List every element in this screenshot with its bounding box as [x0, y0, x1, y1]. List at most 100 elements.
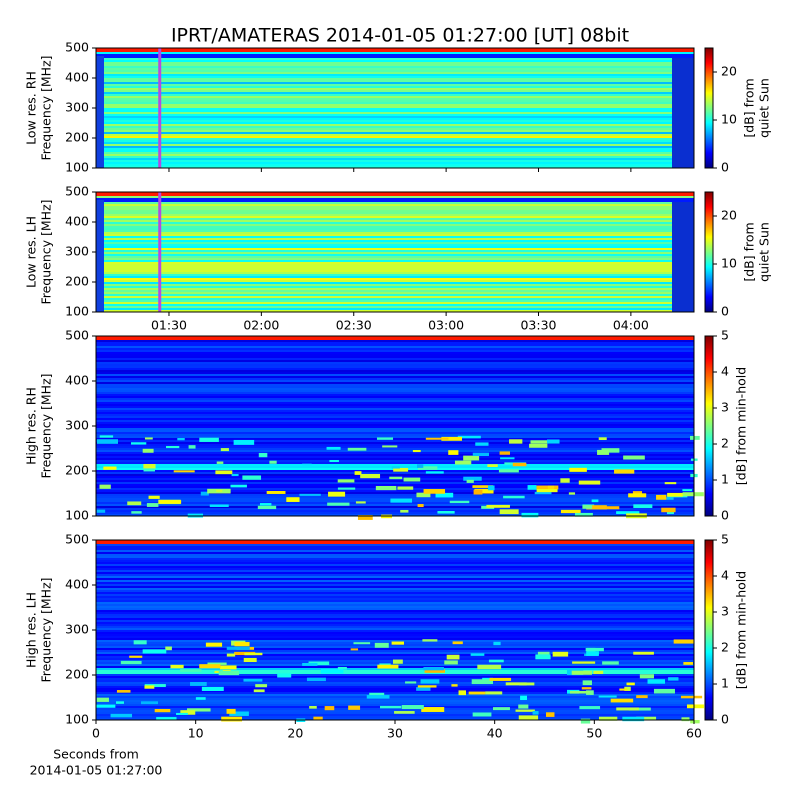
heatmap-blob: [120, 660, 142, 665]
heatmap-blob: [127, 501, 142, 506]
heatmap-blob: [474, 488, 494, 494]
heatmap-strip: [96, 148, 694, 151]
heatmap-blob: [200, 491, 209, 496]
heatmap-strip: [96, 346, 694, 349]
x-axis-label: Seconds from: [53, 747, 139, 762]
colorbar-tick-label: 5: [721, 328, 729, 343]
heatmap-gap: [672, 58, 694, 168]
heatmap-strip: [96, 50, 694, 53]
heatmap-strip: [96, 278, 694, 281]
heatmap-strip: [96, 72, 694, 75]
heatmap-blob: [598, 695, 617, 698]
heatmap-blob: [598, 437, 607, 441]
heatmap-strip: [96, 114, 694, 117]
heatmap-strip: [96, 436, 694, 439]
heatmap-blob: [337, 666, 347, 670]
heatmap-strip: [96, 92, 694, 95]
heatmap-blob: [422, 639, 438, 642]
heatmap-blob: [376, 437, 394, 440]
heatmap-blob: [401, 705, 424, 710]
heatmap-strip: [96, 510, 694, 513]
heatmap-strip: [96, 234, 694, 237]
heatmap-strip: [96, 358, 694, 361]
heatmap-blob: [454, 460, 472, 465]
heatmap-strip: [96, 708, 694, 711]
heatmap-strip: [96, 614, 694, 617]
heatmap-blob: [560, 509, 581, 514]
heatmap-strip: [96, 496, 694, 499]
heatmap-blob: [412, 450, 421, 453]
heatmap-blob: [180, 710, 196, 715]
heatmap-strip: [96, 118, 694, 121]
heatmap-strip: [96, 166, 694, 169]
heatmap-blob: [622, 716, 645, 722]
heatmap-strip: [96, 310, 694, 313]
heatmap-blob: [176, 712, 188, 715]
heatmap-blob: [154, 708, 171, 713]
heatmap-strip: [96, 546, 694, 549]
heatmap-strip: [96, 588, 694, 591]
heatmap-strip: [96, 74, 694, 77]
heatmap-blob: [337, 479, 355, 483]
heatmap-strip: [96, 570, 694, 573]
heatmap-strip: [96, 366, 694, 369]
heatmap-blob: [499, 509, 519, 515]
heatmap-strip: [96, 374, 694, 377]
heatmap-blob: [129, 655, 143, 658]
heatmap-strip: [96, 290, 694, 293]
heatmap-blob: [320, 669, 344, 674]
heatmap-blob: [220, 448, 229, 452]
heatmap-strip: [96, 406, 694, 409]
y-tick-label: 200: [65, 130, 89, 145]
heatmap-strip: [96, 132, 694, 135]
heatmap-strip: [96, 70, 694, 73]
heatmap-strip: [96, 608, 694, 611]
heatmap-blob: [416, 687, 431, 691]
heatmap-strip: [96, 302, 694, 305]
heatmap-blob: [221, 716, 243, 722]
heatmap-blob: [626, 682, 635, 686]
heatmap-strip: [96, 392, 694, 395]
heatmap-blob: [116, 690, 131, 693]
heatmap-strip: [96, 648, 694, 651]
heatmap-blob: [489, 677, 512, 681]
heatmap: [96, 540, 704, 724]
heatmap-blob: [199, 664, 221, 669]
heatmap: [96, 192, 694, 313]
heatmap-strip: [96, 380, 694, 383]
heatmap-strip: [96, 682, 694, 685]
colorbar-label: quiet Sun: [757, 222, 772, 282]
heatmap-strip: [96, 126, 694, 129]
heatmap-blob: [353, 642, 371, 645]
heatmap-strip: [96, 448, 694, 451]
heatmap-blob: [377, 664, 399, 669]
heatmap-strip: [96, 600, 694, 603]
heatmap-blob: [375, 485, 397, 491]
heatmap-strip: [96, 472, 694, 475]
heatmap-blob: [142, 649, 167, 654]
heatmap-strip: [96, 364, 694, 367]
heatmap-strip: [96, 692, 694, 695]
heatmap-strip: [96, 506, 694, 509]
heatmap-strip: [96, 140, 694, 143]
colorbar-label: quiet Sun: [757, 78, 772, 138]
y-axis-label: Frequency [MHz]: [39, 55, 54, 160]
heatmap-strip: [96, 362, 694, 365]
heatmap-strip: [96, 554, 694, 557]
heatmap-blob: [636, 716, 657, 721]
heatmap-blob: [357, 515, 373, 520]
colorbar-tick-label: 0: [721, 160, 729, 175]
heatmap-strip: [96, 248, 694, 251]
colorbar-tick-label: 0: [721, 304, 729, 319]
heatmap-blob: [546, 439, 560, 444]
heatmap-blob: [229, 711, 249, 716]
y-tick-label: 100: [65, 712, 89, 727]
heatmap-blob: [347, 447, 367, 451]
heatmap-strip: [96, 514, 694, 517]
heatmap-blob: [598, 716, 618, 721]
heatmap-blob: [420, 679, 440, 684]
heatmap-strip: [96, 336, 694, 339]
heatmap-blob: [519, 682, 535, 686]
heatmap-strip: [96, 548, 694, 551]
heatmap-strip: [96, 610, 694, 613]
